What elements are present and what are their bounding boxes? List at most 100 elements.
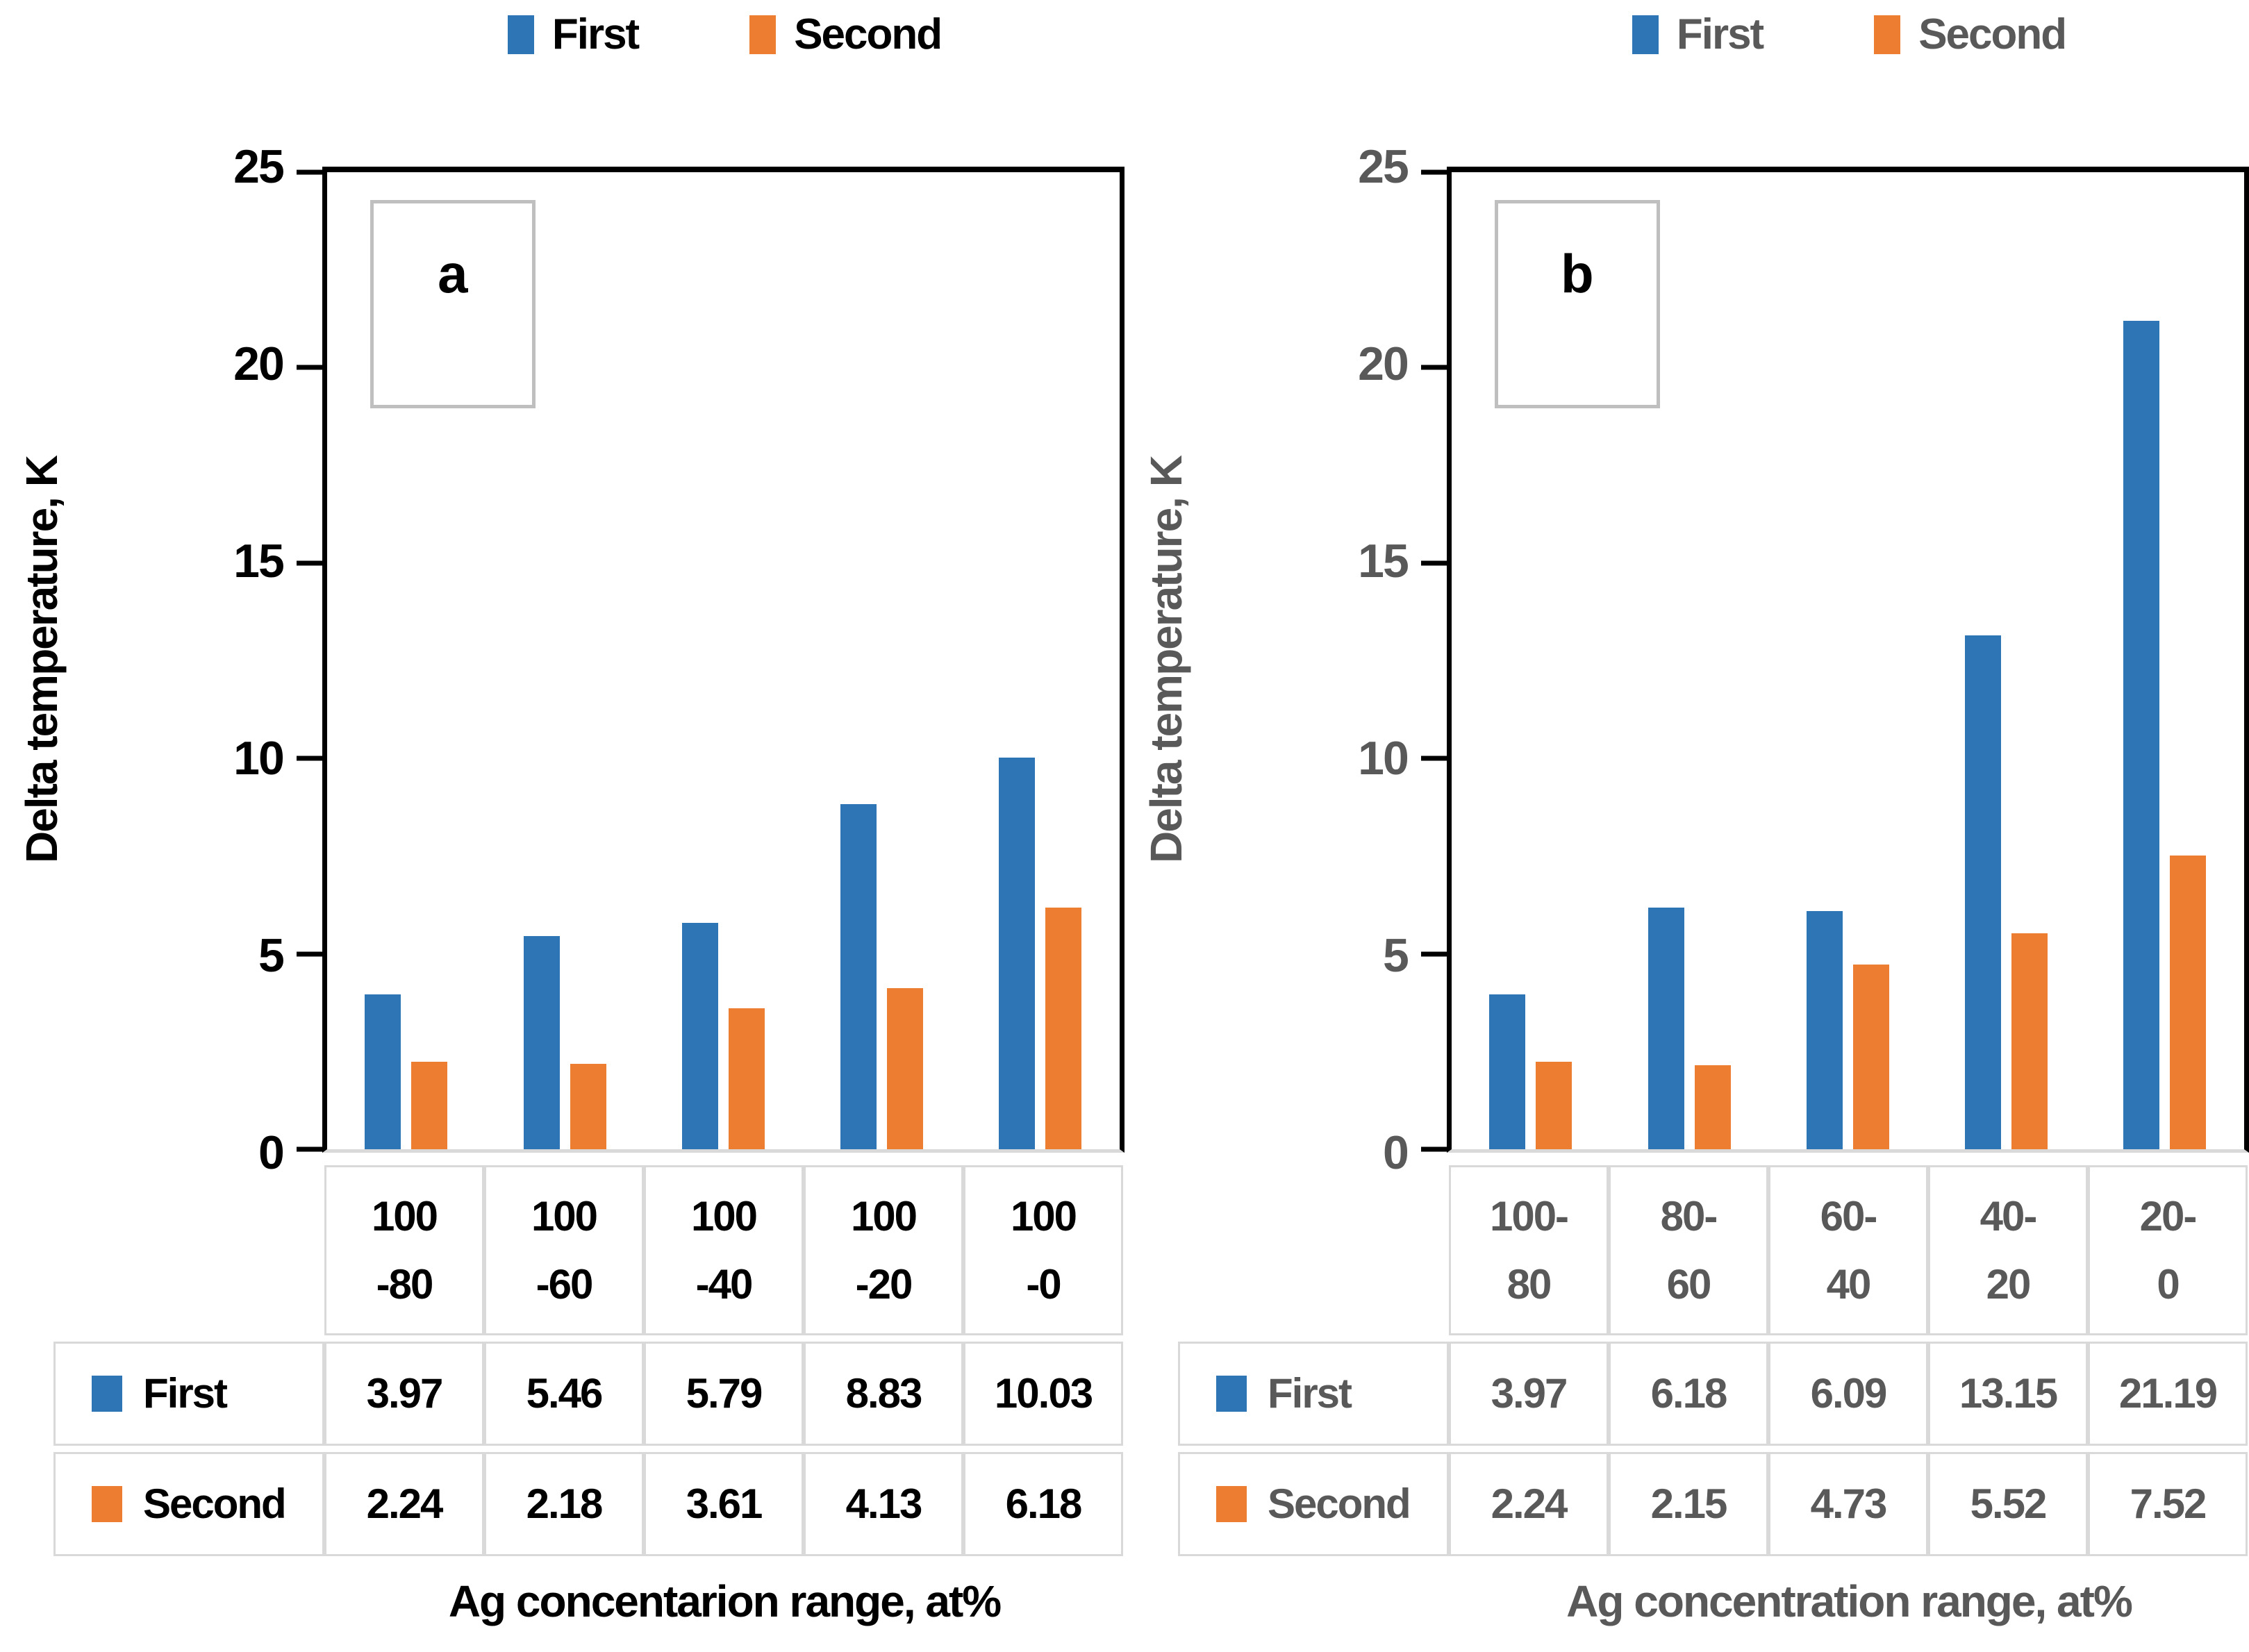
bar-second [1536,1061,1572,1149]
chart-area-b: Delta temperature, K 25 20 15 10 5 0 b [1124,143,2249,1176]
legend-item-first: First [507,10,640,58]
table-row-header-first: First [1178,1342,1449,1446]
category-line: 100 [690,1192,758,1240]
axis-tick [1420,756,1447,761]
value-cell: 2.18 [484,1452,644,1556]
bar-first [840,804,877,1149]
legend-key-first-icon [507,15,534,54]
plot-area-b: b [1420,167,2249,1153]
value-cell: 4.13 [804,1452,963,1556]
value-cell: 2.15 [1609,1452,1768,1556]
y-tick-label: 25 [1358,140,1409,193]
bar-group [2086,172,2244,1149]
category-line: 20 [1986,1260,2032,1308]
category-cell: 40- 20 [1928,1165,2088,1335]
category-line: 100 [531,1192,598,1240]
category-line: -40 [695,1260,754,1308]
y-tick-label: 0 [258,1126,285,1179]
x-axis-title: Ag concentration range, at% [1566,1576,2133,1626]
category-cell: 60- 40 [1768,1165,1928,1335]
table-corner-blank [53,1165,324,1335]
category-cell: 100 -20 [804,1165,963,1335]
category-cell: 100 -40 [644,1165,804,1335]
category-line: -20 [855,1260,913,1308]
legend-key-second-icon [749,15,777,54]
bar-second [728,1008,765,1149]
bar-group [486,172,644,1149]
category-line: 80 [1507,1260,1552,1308]
value-cell: 3.97 [1449,1342,1609,1446]
bar-groups [1452,172,2244,1149]
category-cell: 100 -0 [963,1165,1123,1335]
category-line: 100- [1489,1192,1569,1240]
value-cell: 6.18 [963,1452,1123,1556]
y-tick-label: 10 [1358,732,1409,785]
y-tick-label: 15 [233,535,285,587]
category-cell: 20- 0 [2088,1165,2248,1335]
category-line: 60- [1820,1192,1878,1240]
y-axis-tick-labels: 25 20 15 10 5 0 [1208,143,1447,1176]
category-line: 80- [1660,1192,1718,1240]
axis-tick [1420,169,1447,175]
panel-label: b [1560,243,1594,304]
legend-label-first: First [551,10,640,58]
category-line: -60 [536,1260,594,1308]
axis-tick [296,756,322,761]
table-corner-blank [1178,1165,1449,1335]
series-key-first-icon [1216,1376,1247,1412]
bar-first [523,935,560,1149]
category-cell: 100 -60 [484,1165,644,1335]
legend-label-second: Second [1918,10,2067,58]
bar-group [803,172,961,1149]
category-line: 40 [1826,1260,1872,1308]
bar-group [327,172,486,1149]
value-cell: 5.46 [484,1342,644,1446]
chart-panel-b: First Second Delta temperature, K 25 20 … [1124,0,2249,1652]
axis-tick [1420,560,1447,566]
legend-key-second-icon [1874,15,1901,54]
value-cell: 4.73 [1768,1452,1928,1556]
table-row-header-second: Second [53,1452,324,1556]
y-tick-label: 5 [258,929,285,982]
value-cell: 2.24 [1449,1452,1609,1556]
value-cell: 6.09 [1768,1342,1928,1446]
category-line: 0 [2157,1260,2180,1308]
bar-first [1648,908,1684,1149]
table-row-header-first: First [53,1342,324,1446]
axis-tick [296,365,322,370]
data-table-a: 100 -80 100 -60 100 -40 100 -20 100 -0 F [53,1165,1124,1556]
y-axis-title: Delta temperature, K [17,456,67,863]
series-name: First [143,1370,228,1417]
series-key-second-icon [92,1486,122,1522]
y-axis-title: Delta temperature, K [1141,456,1191,863]
legend-item-second: Second [749,10,943,58]
bar-second [570,1064,606,1149]
axis-tick [1420,1146,1447,1152]
bar-first [365,994,401,1149]
bar-group [1927,172,2086,1149]
y-tick-label: 25 [233,140,285,193]
chart-area-a: Delta temperature, K 25 20 15 10 5 0 a [0,143,1124,1176]
bar-first [681,923,718,1149]
series-key-first-icon [92,1376,122,1412]
bar-second [1852,964,1889,1149]
table-row-header-second: Second [1178,1452,1449,1556]
category-line: -0 [1026,1260,1061,1308]
value-cell: 2.24 [324,1452,484,1556]
bar-group [1610,172,1768,1149]
axis-tick [296,560,322,566]
series-name: Second [1268,1480,1411,1527]
plot-area-a: a [296,167,1124,1153]
legend-a: First Second [324,0,1124,69]
series-key-second-icon [1216,1486,1247,1522]
legend-label-second: Second [794,10,943,58]
value-cell: 6.18 [1609,1342,1768,1446]
bar-second [2170,855,2207,1149]
y-tick-label: 20 [233,337,285,390]
category-line: 60 [1666,1260,1712,1308]
panel-label: a [438,243,468,304]
value-cell: 5.52 [1928,1452,2088,1556]
axis-tick [296,169,322,175]
bar-second [411,1061,448,1149]
